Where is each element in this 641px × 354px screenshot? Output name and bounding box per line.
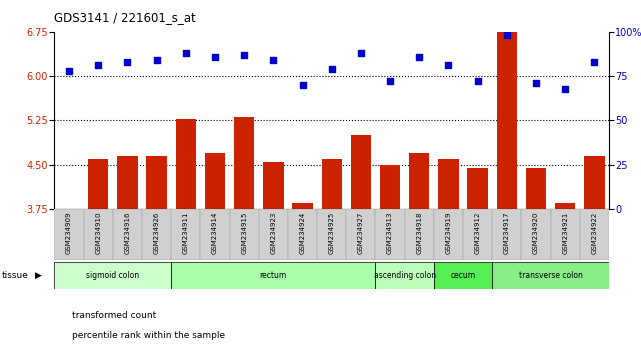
Bar	[346, 209, 376, 260]
Point	[181, 50, 191, 56]
Text: transformed count: transformed count	[72, 312, 156, 320]
Point	[297, 82, 308, 88]
Bar	[409, 153, 429, 209]
Text: GSM234920: GSM234920	[533, 211, 539, 254]
Point	[326, 66, 337, 72]
Text: GSM234911: GSM234911	[183, 211, 189, 254]
Point	[414, 54, 424, 59]
Text: GSM234925: GSM234925	[329, 211, 335, 254]
Point	[356, 50, 366, 56]
Bar	[201, 209, 229, 260]
Bar	[88, 159, 108, 209]
Bar	[288, 209, 317, 260]
Text: GDS3141 / 221601_s_at: GDS3141 / 221601_s_at	[54, 11, 196, 24]
Bar	[404, 209, 434, 260]
Bar	[259, 209, 288, 260]
Point	[151, 57, 162, 63]
Text: GSM234915: GSM234915	[241, 211, 247, 254]
Bar	[467, 167, 488, 209]
Bar	[551, 209, 579, 260]
Point	[531, 80, 541, 86]
Text: GSM234922: GSM234922	[592, 211, 597, 254]
Point	[589, 59, 599, 65]
Text: GSM234918: GSM234918	[416, 211, 422, 254]
Text: GSM234910: GSM234910	[96, 211, 101, 254]
Bar	[292, 203, 313, 209]
Bar	[380, 165, 400, 209]
Bar	[579, 209, 609, 260]
Text: percentile rank within the sample: percentile rank within the sample	[72, 331, 225, 340]
Bar	[142, 209, 171, 260]
Bar	[317, 209, 346, 260]
Text: GSM234923: GSM234923	[271, 211, 276, 254]
Text: ascending colon: ascending colon	[374, 271, 436, 280]
Bar	[463, 209, 492, 260]
Point	[268, 57, 278, 63]
Point	[122, 59, 133, 65]
Bar	[54, 209, 84, 260]
Text: tissue: tissue	[1, 271, 28, 280]
Bar	[146, 156, 167, 209]
Point	[560, 86, 570, 91]
Bar	[438, 159, 459, 209]
Text: GSM234916: GSM234916	[124, 211, 130, 254]
Bar	[229, 209, 259, 260]
Bar	[171, 209, 201, 260]
Text: sigmoid colon: sigmoid colon	[87, 271, 139, 280]
Text: GSM234917: GSM234917	[504, 211, 510, 254]
Text: GSM234924: GSM234924	[299, 211, 306, 254]
Point	[93, 63, 103, 68]
Bar	[376, 262, 434, 289]
Point	[472, 79, 483, 84]
Point	[210, 54, 220, 59]
Bar	[584, 156, 604, 209]
Bar	[234, 118, 254, 209]
Bar	[204, 153, 225, 209]
Text: GSM234926: GSM234926	[154, 211, 160, 254]
Point	[385, 79, 395, 84]
Bar	[497, 32, 517, 209]
Bar	[555, 203, 576, 209]
Bar	[434, 262, 492, 289]
Text: GSM234914: GSM234914	[212, 211, 218, 254]
Text: GSM234927: GSM234927	[358, 211, 364, 254]
Point	[239, 52, 249, 58]
Bar	[54, 262, 171, 289]
Bar	[521, 209, 551, 260]
Text: GSM234919: GSM234919	[445, 211, 451, 254]
Text: GSM234921: GSM234921	[562, 211, 568, 254]
Text: rectum: rectum	[260, 271, 287, 280]
Text: GSM234912: GSM234912	[474, 211, 481, 254]
Bar	[84, 209, 113, 260]
Bar	[176, 119, 196, 209]
Bar	[117, 156, 138, 209]
Bar	[434, 209, 463, 260]
Bar	[376, 209, 404, 260]
Text: GSM234909: GSM234909	[66, 211, 72, 254]
Bar	[322, 159, 342, 209]
Text: transverse colon: transverse colon	[519, 271, 583, 280]
Text: ▶: ▶	[35, 271, 42, 280]
Point	[502, 33, 512, 38]
Bar	[526, 167, 546, 209]
Bar	[263, 162, 283, 209]
Point	[64, 68, 74, 74]
Point	[444, 63, 454, 68]
Bar	[113, 209, 142, 260]
Text: cecum: cecum	[451, 271, 476, 280]
Bar	[492, 209, 521, 260]
Bar	[171, 262, 376, 289]
Bar	[492, 262, 609, 289]
Bar	[351, 135, 371, 209]
Text: GSM234913: GSM234913	[387, 211, 393, 254]
